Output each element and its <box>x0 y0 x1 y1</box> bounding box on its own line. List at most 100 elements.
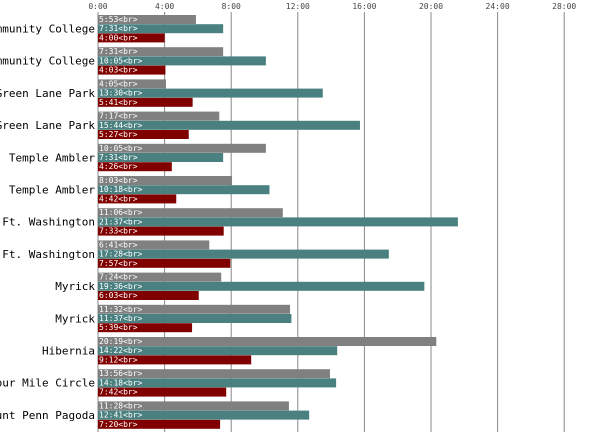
bar-value-label: 7:17<br> <box>99 112 138 121</box>
category-label: Temple Ambler <box>9 151 95 164</box>
bar-value-label: 4:00<br> <box>99 33 138 42</box>
bar <box>98 15 196 24</box>
category-label: Myrick <box>55 280 95 293</box>
bar <box>98 304 291 314</box>
bar-value-label: 6:41<br> <box>99 240 138 249</box>
bar-value-label: 4:03<br> <box>99 66 138 75</box>
x-tick-label: 12:00 <box>286 2 310 11</box>
category-label: Green Lane Park <box>0 119 95 132</box>
bar-value-label: 9:12<br> <box>99 355 138 364</box>
bar-value-label: 6:03<br> <box>99 291 138 300</box>
bar-value-label: 12:41<br> <box>99 411 143 420</box>
bar <box>98 97 193 107</box>
bar-value-label: 19:36<br> <box>99 282 143 291</box>
bars <box>98 15 458 429</box>
bar <box>98 410 310 420</box>
bar <box>98 65 166 75</box>
bar <box>98 291 199 300</box>
bar <box>98 120 360 130</box>
bar-value-label: 4:05<br> <box>99 79 138 88</box>
bar <box>98 153 224 162</box>
bar <box>98 226 224 236</box>
x-tick-label: 20:00 <box>419 2 443 11</box>
category-label: Green Lane Park <box>0 87 95 100</box>
category-label: Ft. Washington <box>2 248 95 261</box>
bar-value-label: 4:42<br> <box>99 194 138 203</box>
category-label: Ft. Washington <box>2 216 95 229</box>
x-tick-label: 8:00 <box>222 2 241 11</box>
bar <box>98 314 292 323</box>
bar <box>98 401 289 411</box>
category-label: Four Mile Circle <box>0 377 95 390</box>
x-tick-label: 24:00 <box>486 2 510 11</box>
bar-value-label: 21:37<br> <box>99 217 143 226</box>
category-label: Community College <box>0 23 95 36</box>
bar <box>98 208 283 218</box>
bar-value-label: 8:03<br> <box>99 176 138 185</box>
bar <box>98 387 227 397</box>
x-tick-label: 0:00 <box>88 2 107 11</box>
bar-value-label: 14:18<br> <box>99 378 143 387</box>
bar <box>98 240 210 250</box>
bar <box>98 323 193 333</box>
bar <box>98 272 222 282</box>
bar-value-label: 13:56<br> <box>99 369 143 378</box>
bar <box>98 111 220 121</box>
bar <box>98 194 177 204</box>
bar-value-label: 7:31<br> <box>99 153 138 162</box>
bar-value-label: 11:06<br> <box>99 208 143 217</box>
bar-value-label: 5:27<br> <box>99 130 138 139</box>
bar <box>98 176 233 185</box>
bar-value-label: 7:33<br> <box>99 227 138 236</box>
bar-value-label: 13:30<br> <box>99 89 143 98</box>
labels: Community College Community College Green … <box>0 15 143 429</box>
bar <box>98 355 252 365</box>
bar <box>98 217 458 227</box>
category-label: Temple Ambler <box>9 184 95 197</box>
bar-value-label: 15:44<br> <box>99 121 143 130</box>
bar-value-label: 7:20<br> <box>99 420 138 429</box>
bar-value-label: 7:42<br> <box>99 388 138 397</box>
bar-value-label: 17:28<br> <box>99 250 143 259</box>
category-label: Hibernia <box>42 345 95 358</box>
bar <box>98 337 437 346</box>
bar-value-label: 11:28<br> <box>99 401 143 410</box>
bar <box>98 79 166 89</box>
bar <box>98 47 224 57</box>
x-tick-label: 16:00 <box>352 2 376 11</box>
bar <box>98 369 330 379</box>
bar <box>98 249 389 259</box>
bar-value-label: 10:18<br> <box>99 185 143 194</box>
bar <box>98 88 323 98</box>
bar-value-label: 7:31<br> <box>99 24 138 33</box>
bar <box>98 378 337 388</box>
bar-value-label: 20:19<br> <box>99 337 143 346</box>
bar-value-label: 7:24<br> <box>99 273 138 282</box>
bar-value-label: 7:31<br> <box>99 47 138 56</box>
bar <box>98 33 165 43</box>
category-label: Myrick <box>55 312 95 325</box>
category-label: Community College <box>0 55 95 68</box>
bar <box>98 346 338 356</box>
bar-value-label: 4:26<br> <box>99 162 138 171</box>
category-label: Mount Penn Pagoda <box>0 409 95 422</box>
bar-value-label: 5:53<br> <box>99 15 138 24</box>
bar-value-label: 11:37<br> <box>99 314 143 323</box>
bar <box>98 143 266 153</box>
bar <box>98 162 172 172</box>
x-tick-label: 4:00 <box>155 2 174 11</box>
bar-value-label: 10:05<br> <box>99 56 143 65</box>
bar <box>98 185 270 195</box>
bar <box>98 281 425 291</box>
bar <box>98 419 221 429</box>
bar-value-label: 10:05<br> <box>99 144 143 153</box>
bar-value-label: 5:39<br> <box>99 323 138 332</box>
bar <box>98 130 189 139</box>
bar-value-label: 5:41<br> <box>99 98 138 107</box>
bar-value-label: 14:22<br> <box>99 346 143 355</box>
x-tick-label: 28:00 <box>552 2 576 11</box>
bar-value-label: 11:32<br> <box>99 305 143 314</box>
bar-value-label: 7:57<br> <box>99 259 138 268</box>
bar <box>98 56 266 66</box>
